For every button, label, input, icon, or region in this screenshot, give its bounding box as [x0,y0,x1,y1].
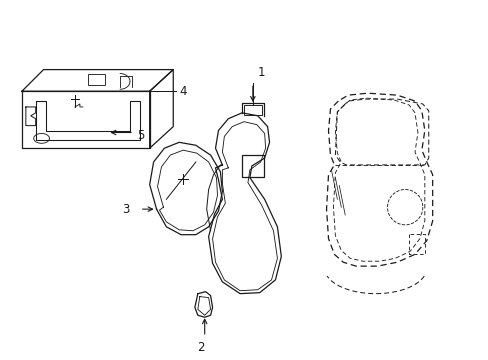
Bar [87,73,105,85]
Bar [244,105,261,115]
Text: 3: 3 [122,203,130,216]
Text: 5: 5 [137,129,144,142]
Text: 4: 4 [179,85,186,98]
Bar [242,155,263,177]
Text: 1: 1 [257,67,264,80]
Text: 2: 2 [197,341,204,354]
